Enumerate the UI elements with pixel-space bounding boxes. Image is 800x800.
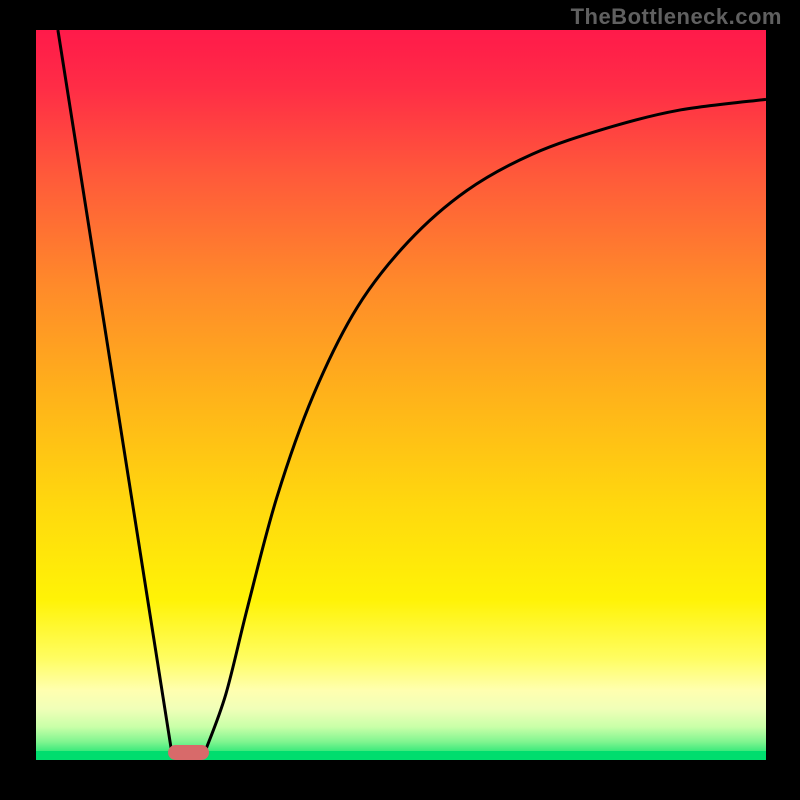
watermark-text: TheBottleneck.com [571, 4, 782, 30]
curve-layer [36, 30, 766, 760]
curve-right [205, 99, 766, 752]
plot-area [36, 30, 766, 760]
chart-root: TheBottleneck.com [0, 0, 800, 800]
bottom-green-band [36, 751, 766, 760]
minimum-marker [168, 745, 209, 760]
curve-left [58, 30, 172, 753]
